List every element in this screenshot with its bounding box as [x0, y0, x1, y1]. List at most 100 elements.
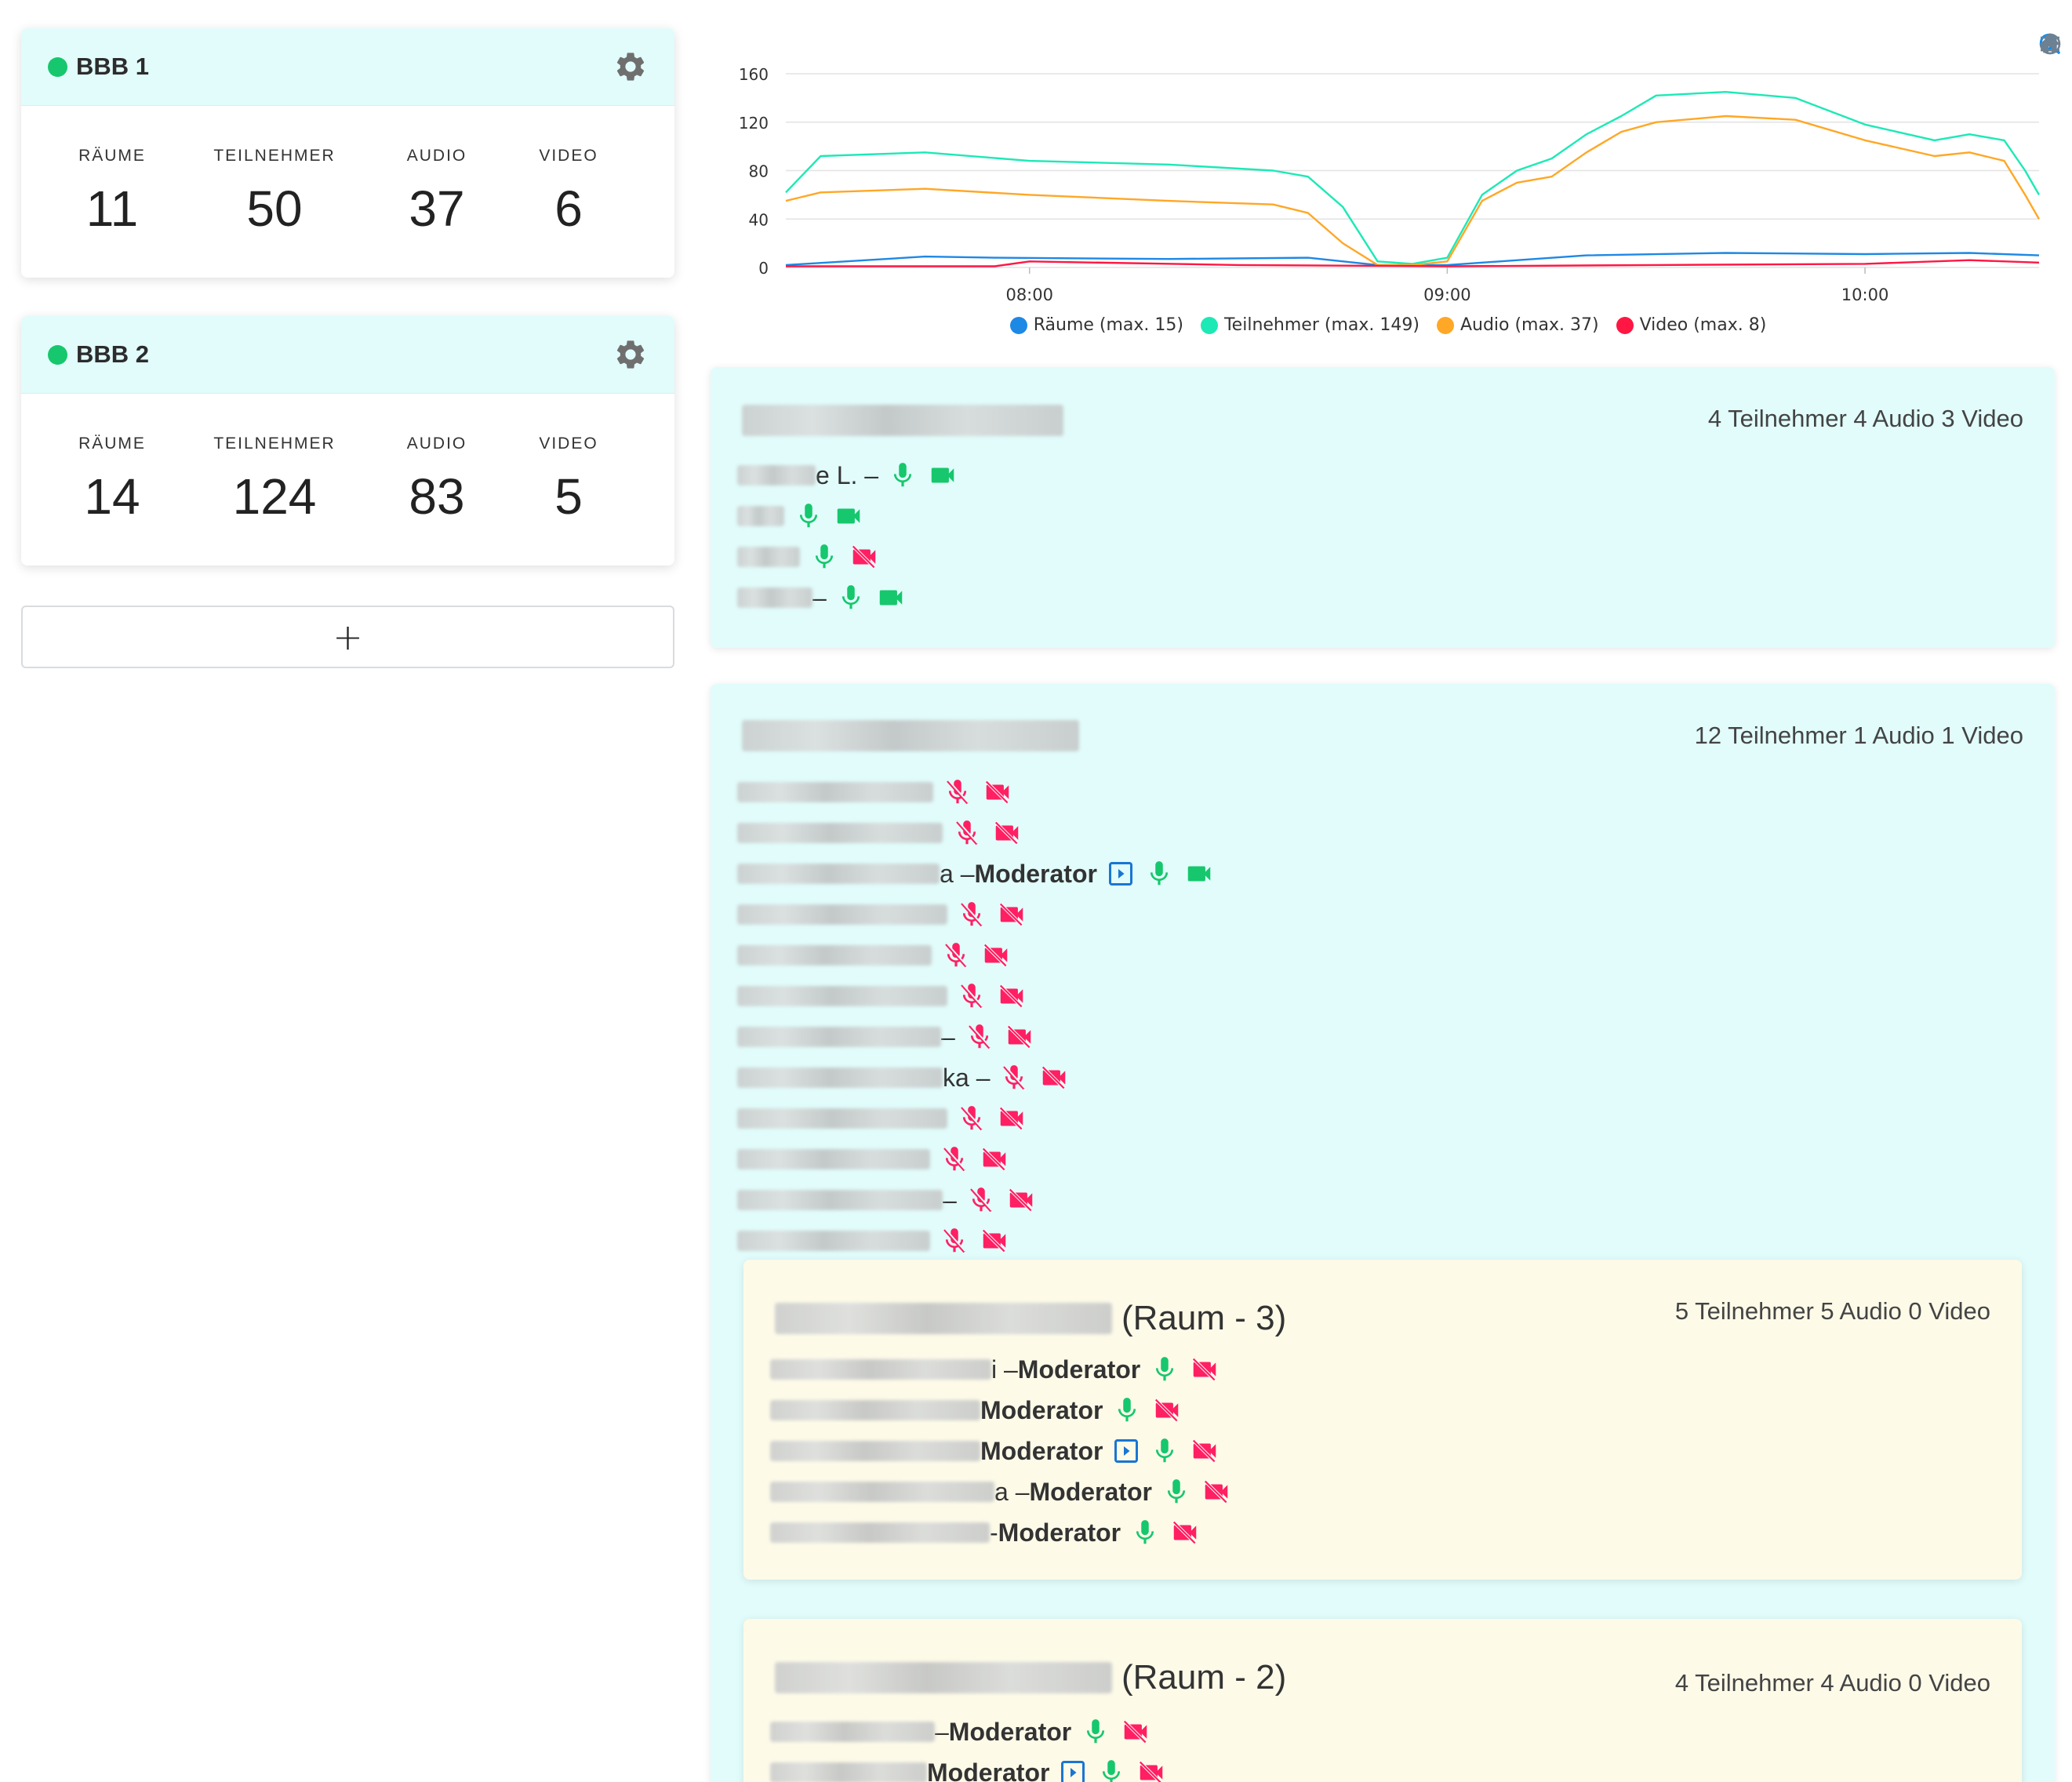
camera-off-icon	[999, 1107, 1023, 1130]
stat-value: 11	[85, 180, 139, 237]
legend-item-audio[interactable]: Audio (max. 37)	[1436, 315, 1599, 335]
participant-row: - Moderator	[770, 1512, 1232, 1553]
redacted-participant-name	[770, 1400, 980, 1420]
meeting-panel: 4 Teilnehmer 4 Audio 3 Video e L. – –	[711, 367, 2055, 648]
microphone-on-icon	[1087, 1719, 1105, 1744]
camera-off-icon	[999, 903, 1023, 926]
meeting-counts: 4 Teilnehmer 4 Audio 0 Video	[1674, 1669, 1990, 1697]
stat-rooms: RÄUME 14	[49, 435, 175, 526]
breakout-room-panel: (Raum - 3) 5 Teilnehmer 5 Audio 0 Video …	[743, 1260, 2022, 1580]
participant-row	[737, 1139, 1215, 1180]
legend-item-video[interactable]: Video (max. 8)	[1616, 315, 1766, 335]
redacted-participant-name	[737, 1108, 947, 1129]
redacted-participant-name	[737, 864, 940, 884]
participant-role: Moderator	[1017, 1355, 1141, 1384]
stat-video: VIDEO 6	[506, 147, 631, 238]
camera-off-icon	[982, 1229, 1006, 1253]
microphone-off-icon	[943, 1228, 966, 1253]
gear-icon[interactable]	[613, 49, 648, 84]
microphone-on-icon	[1103, 1760, 1121, 1782]
breakout-room-number: (Raum - 3)	[1121, 1299, 1287, 1337]
participant-role: Moderator	[980, 1395, 1103, 1424]
redacted-meeting-name	[775, 1662, 1112, 1693]
participant-role: Moderator	[948, 1717, 1072, 1746]
stat-label: TEILNEHMER	[213, 147, 336, 165]
stat-value: 5	[554, 468, 583, 525]
pan-hand-icon[interactable]	[2037, 31, 2063, 56]
redacted-meeting-name	[742, 405, 1063, 436]
camera-off-icon	[982, 1147, 1006, 1171]
breakout-room-title: (Raum - 2)	[775, 1658, 1286, 1697]
participant-name-suffix: –	[812, 583, 827, 612]
redacted-participant-name	[737, 1231, 930, 1251]
stat-label: TEILNEHMER	[213, 435, 336, 453]
camera-off-icon	[1192, 1358, 1216, 1381]
redacted-meeting-name	[742, 720, 1079, 751]
stat-video: VIDEO 5	[506, 435, 631, 526]
legend-item-participants[interactable]: Teilnehmer (max. 149)	[1200, 315, 1420, 335]
participant-list: – Moderator Moderator	[770, 1711, 1167, 1782]
microphone-off-icon	[961, 902, 983, 927]
legend-item-rooms[interactable]: Räume (max. 15)	[1009, 315, 1183, 335]
server-stats: RÄUME 14 TEILNEHMER 124 AUDIO 83 VIDEO 5	[21, 394, 674, 526]
status-online-icon	[48, 56, 67, 77]
presenter-icon	[1061, 1761, 1085, 1782]
redacted-participant-name	[770, 1522, 990, 1543]
participant-name-suffix: –	[941, 1022, 955, 1051]
breakout-room-title: (Raum - 3)	[775, 1299, 1286, 1338]
participant-list: a – Moderator – ka – –	[737, 772, 1215, 1261]
redacted-participant-name	[737, 986, 947, 1006]
participant-row: ka –	[737, 1057, 1215, 1098]
server-card-bbb1: BBB 1 RÄUME 11 TEILNEHMER 50 AUDIO 37 VI…	[21, 28, 674, 278]
redacted-participant-name	[737, 904, 947, 925]
camera-off-icon	[1154, 1398, 1179, 1422]
legend-label: Räume (max. 15)	[1033, 315, 1183, 335]
participant-row	[737, 496, 958, 536]
camera-off-icon	[1009, 1188, 1033, 1212]
participant-name-suffix: –	[943, 1185, 957, 1214]
legend-label: Audio (max. 37)	[1459, 315, 1599, 335]
stat-value: 37	[409, 180, 465, 237]
redacted-participant-name	[737, 945, 932, 966]
participant-role: Moderator	[998, 1518, 1121, 1547]
camera-off-icon	[1204, 1480, 1228, 1504]
x-tick-label: 08:00	[1005, 285, 1053, 304]
meeting-title	[742, 720, 1079, 751]
microphone-off-icon	[945, 943, 968, 968]
add-server-button[interactable]: +	[21, 606, 674, 668]
meeting-title	[742, 405, 1063, 436]
series-line-3	[786, 259, 2040, 267]
microphone-off-icon	[969, 1187, 993, 1213]
participant-row: Moderator	[770, 1431, 1232, 1471]
stat-value: 14	[84, 468, 140, 525]
participant-row: i – Moderator	[770, 1349, 1232, 1390]
menu-icon[interactable]	[2037, 31, 2063, 56]
participant-name-suffix: a –	[940, 859, 975, 888]
microphone-on-icon	[815, 544, 834, 569]
participant-role: Moderator	[980, 1436, 1103, 1465]
redacted-participant-name	[737, 465, 816, 486]
stat-label: RÄUME	[78, 435, 146, 453]
redacted-participant-name	[770, 1762, 927, 1782]
participant-row	[737, 935, 1215, 976]
stat-audio: AUDIO 37	[374, 147, 500, 238]
breakout-room-panel: (Raum - 2) 4 Teilnehmer 4 Audio 0 Video …	[743, 1619, 2022, 1782]
meeting-counts: 12 Teilnehmer 1 Audio 1 Video	[1694, 722, 2023, 749]
redacted-participant-name	[770, 1482, 994, 1502]
status-online-icon	[48, 344, 67, 365]
meeting-panel: 12 Teilnehmer 1 Audio 1 Video a – Modera…	[711, 684, 2055, 1782]
microphone-off-icon	[943, 1147, 966, 1172]
camera-on-icon	[879, 590, 903, 606]
legend-marker	[1009, 316, 1027, 334]
stat-label: VIDEO	[539, 435, 598, 453]
camera-off-icon	[994, 821, 1019, 845]
camera-on-icon	[1187, 866, 1211, 882]
participant-row: Moderator	[770, 1752, 1167, 1782]
gear-icon[interactable]	[613, 337, 648, 372]
participant-row	[737, 976, 1215, 1016]
participant-row: –	[737, 1180, 1215, 1220]
microphone-off-icon	[947, 780, 969, 805]
server-card-bbb2: BBB 2 RÄUME 14 TEILNEHMER 124 AUDIO 83 V…	[21, 316, 674, 566]
participant-row	[737, 894, 1215, 935]
y-tick-label: 40	[749, 210, 769, 229]
